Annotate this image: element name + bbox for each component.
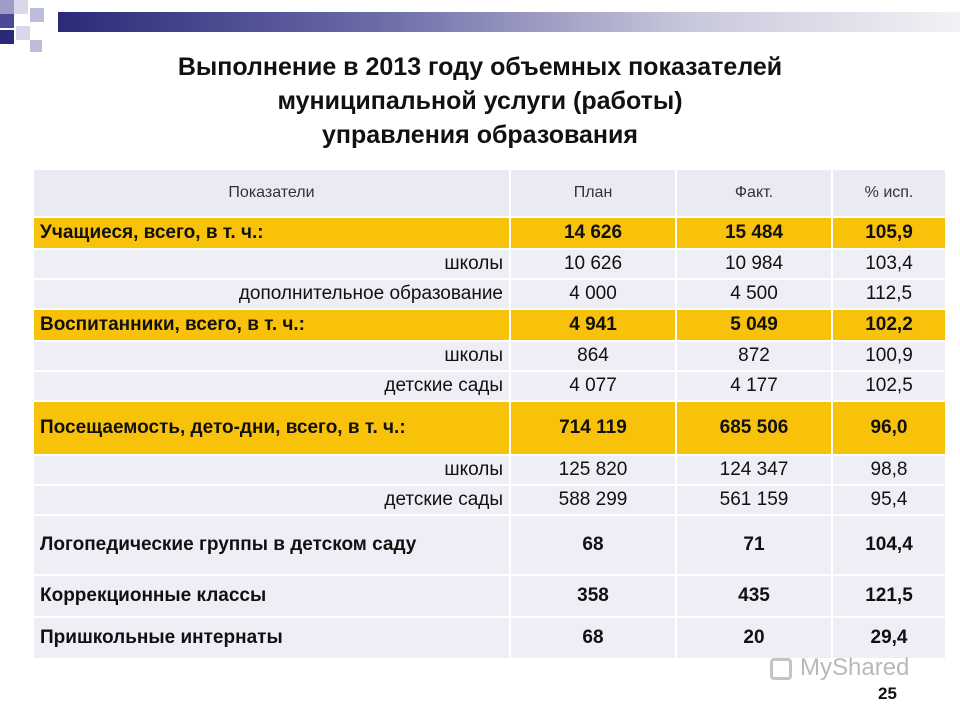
fact-value: 4 177 [676,371,833,402]
fact-value: 435 [676,575,833,618]
fact-value: 71 [676,515,833,576]
watermark: MyShared [760,654,909,682]
row-label: Посещаемость, дето-дни, всего, в т. ч.: [34,401,511,456]
fact-value: 561 159 [676,485,833,516]
plan-value: 68 [510,617,677,660]
title-line: муниципальной услуги (работы) [277,87,683,115]
fact-value: 124 347 [676,455,833,486]
title-line: управления образования [322,121,638,149]
pct-value: 95,4 [832,485,947,516]
slide-title: Выполнение в 2013 году объемных показате… [0,50,960,152]
pct-value: 102,2 [832,309,947,342]
fact-value: 685 506 [676,401,833,456]
plan-value: 714 119 [510,401,677,456]
header-cell: Факт. [676,170,833,218]
header-gradient-bar [58,12,960,32]
fact-value: 5 049 [676,309,833,342]
header-cell: Показатели [34,170,511,218]
row-label: Учащиеся, всего, в т. ч.: [34,217,511,250]
fact-value: 872 [676,341,833,372]
title-line: Выполнение в 2013 году объемных показате… [177,53,783,81]
decor-square [30,8,44,22]
row-label: Воспитанники, всего, в т. ч.: [34,309,511,342]
table-row: Воспитанники, всего, в т. ч.: 4 941 5 04… [34,309,947,342]
table-row: школы 10 626 10 984 103,4 [34,249,947,280]
plan-value: 125 820 [510,455,677,486]
row-label: дополнительное образование [34,279,511,310]
table-row: школы 125 820 124 347 98,8 [34,455,947,486]
plan-value: 10 626 [510,249,677,280]
pct-value: 96,0 [832,401,947,456]
pct-value: 103,4 [832,249,947,280]
fact-value: 4 500 [676,279,833,310]
pct-value: 98,8 [832,455,947,486]
pct-value: 121,5 [832,575,947,618]
table-row: Логопедические группы в детском саду 68 … [34,515,947,576]
row-label: детские сады [34,371,511,402]
pct-value: 104,4 [832,515,947,576]
row-label: Пришкольные интернаты [34,617,511,660]
decor-square [0,0,14,14]
row-label: детские сады [34,485,511,516]
fact-value: 15 484 [676,217,833,250]
table-row: Посещаемость, дето-дни, всего, в т. ч.: … [34,401,947,456]
plan-value: 68 [510,515,677,576]
pct-value: 100,9 [832,341,947,372]
decor-square [30,40,42,52]
decor-square [16,26,30,40]
pct-value: 29,4 [832,617,947,660]
header-cell: % исп. [832,170,947,218]
table-row: Коррекционные классы 358 435 121,5 [34,575,947,618]
table-header-row: Показатели План Факт. % исп. [34,170,947,218]
plan-value: 864 [510,341,677,372]
header-cell: План [510,170,677,218]
table-row: Пришкольные интернаты 68 20 29,4 [34,617,947,660]
table-row: детские сады 588 299 561 159 95,4 [34,485,947,516]
plan-value: 588 299 [510,485,677,516]
pct-value: 105,9 [832,217,947,250]
pct-value: 112,5 [832,279,947,310]
fact-value: 10 984 [676,249,833,280]
row-label: Логопедические группы в детском саду [34,515,511,576]
plan-value: 4 000 [510,279,677,310]
pct-value: 102,5 [832,371,947,402]
fact-value: 20 [676,617,833,660]
table-row: школы 864 872 100,9 [34,341,947,372]
table-row: детские сады 4 077 4 177 102,5 [34,371,947,402]
row-label: школы [34,249,511,280]
table-row: дополнительное образование 4 000 4 500 1… [34,279,947,310]
plan-value: 14 626 [510,217,677,250]
row-label: школы [34,341,511,372]
table-row: Учащиеся, всего, в т. ч.: 14 626 15 484 … [34,217,947,250]
page-number: 25 [878,684,897,703]
row-label: Коррекционные классы [34,575,511,618]
watermark-logo-icon [770,658,792,680]
indicators-table: Показатели План Факт. % исп. Учащиеся, в… [34,170,947,660]
watermark-text: MyShared [800,654,910,681]
plan-value: 358 [510,575,677,618]
decor-square [0,14,14,28]
row-label: школы [34,455,511,486]
decor-square [14,0,28,14]
decor-square [0,30,14,44]
plan-value: 4 077 [510,371,677,402]
plan-value: 4 941 [510,309,677,342]
